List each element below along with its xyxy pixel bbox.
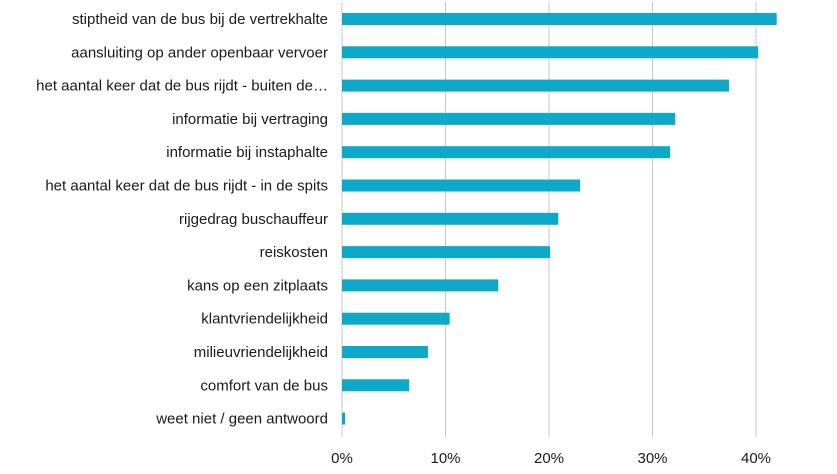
category-label: informatie bij instaphalte <box>166 144 328 161</box>
category-labels: stiptheid van de bus bij de vertrekhalte… <box>36 11 328 428</box>
category-label: het aantal keer dat de bus rijdt - buite… <box>36 78 328 95</box>
bar <box>342 246 551 259</box>
category-label: informatie bij vertraging <box>172 111 328 128</box>
bars <box>342 13 777 425</box>
x-tick-label: 10% <box>430 450 460 467</box>
bar <box>342 112 676 125</box>
bar <box>342 179 581 192</box>
bar <box>342 279 499 292</box>
x-tick-label: 20% <box>534 450 564 467</box>
bar <box>342 346 428 358</box>
bar <box>342 212 559 225</box>
category-label: weet niet / geen antwoord <box>155 411 328 428</box>
category-label: het aantal keer dat de bus rijdt - in de… <box>45 178 328 195</box>
bar <box>342 412 346 425</box>
bar <box>342 146 671 159</box>
x-tick-labels: 0% 10% 20% 30% 40% <box>331 450 771 467</box>
category-label: milieuvriendelijkheid <box>194 344 328 361</box>
x-tick-label: 0% <box>331 450 353 467</box>
category-label: comfort van de bus <box>200 377 328 394</box>
category-label: klantvriendelijkheid <box>201 311 328 328</box>
x-tick-label: 30% <box>637 450 667 467</box>
x-tick-label: 40% <box>741 450 771 467</box>
category-label: aansluiting op ander openbaar vervoer <box>71 44 328 61</box>
category-label: rijgedrag buschauffeur <box>179 211 328 228</box>
bar <box>342 46 759 59</box>
category-label: stiptheid van de bus bij de vertrekhalte <box>72 11 328 28</box>
bar <box>342 379 410 392</box>
bar <box>342 79 730 92</box>
bar <box>342 13 777 25</box>
category-label: reiskosten <box>260 244 328 261</box>
bar <box>342 312 450 325</box>
category-label: kans op een zitplaats <box>187 277 328 294</box>
